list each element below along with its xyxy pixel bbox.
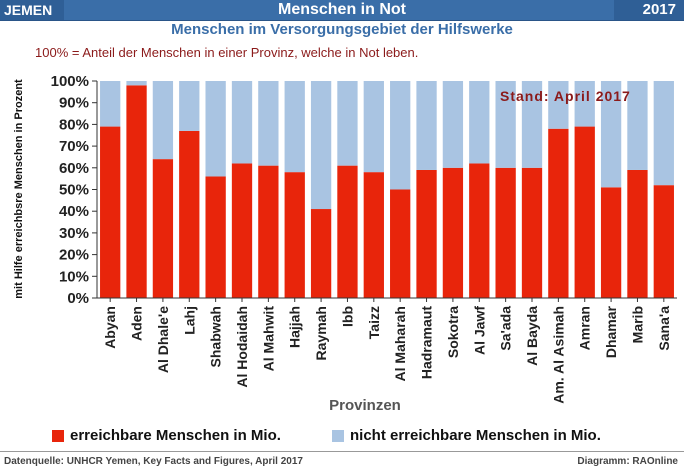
bar-reachable xyxy=(100,126,121,298)
chart-subtitle: Menschen im Versorgungsgebiet der Hilfsw… xyxy=(171,21,513,38)
header-title: Menschen in Not xyxy=(277,1,406,18)
x-tick-label: Sokotra xyxy=(445,306,461,358)
legend-swatch-unreachable xyxy=(332,429,344,442)
y-tick-label: 90% xyxy=(59,95,89,112)
y-tick-label: 30% xyxy=(59,225,89,242)
x-tick-label: Raymah xyxy=(313,306,329,360)
bar-unreachable xyxy=(469,81,490,164)
x-tick-label: Ibb xyxy=(339,306,355,327)
bar-reachable xyxy=(284,172,305,298)
x-tick-label: Al Hodaidah xyxy=(234,306,250,388)
bar-reachable xyxy=(231,163,253,298)
x-tick-label: Hadramaut xyxy=(419,306,435,379)
bar-reachable xyxy=(653,185,674,298)
x-axis-label: Provinzen xyxy=(329,397,401,414)
bar-unreachable xyxy=(258,81,279,166)
bar-unreachable xyxy=(574,81,595,127)
bar-reachable xyxy=(390,189,411,298)
x-tick-label: Dhamar xyxy=(603,305,619,358)
bar-unreachable xyxy=(416,81,437,170)
x-tick-label: Al Mahwit xyxy=(260,306,276,372)
header-bar: JEMEN Menschen in Not 2017 xyxy=(0,0,684,21)
stand-label: Stand: April 2017 xyxy=(500,88,631,104)
y-tick-label: 40% xyxy=(59,203,89,220)
legend-label-reachable: erreichbare Menschen in Mio. xyxy=(70,427,281,444)
x-tick-label: Shabwah xyxy=(208,306,224,367)
y-tick-label: 70% xyxy=(59,138,89,155)
x-tick-label: Al Maharah xyxy=(392,306,408,381)
y-tick-label: 60% xyxy=(59,160,89,177)
x-tick-label: Al Jawf xyxy=(471,306,487,355)
bar-unreachable xyxy=(442,81,464,168)
x-tick-label: Taizz xyxy=(366,306,382,339)
bar-reachable xyxy=(442,167,464,298)
header-year: 2017 xyxy=(614,0,684,20)
bar-unreachable xyxy=(548,81,569,129)
y-tick-label: 50% xyxy=(59,182,89,199)
legend-item-reachable: erreichbare Menschen in Mio. xyxy=(52,427,281,444)
legend-item-unreachable: nicht erreichbare Menschen in Mio. xyxy=(332,427,601,444)
x-tick-label: Sana'a xyxy=(656,306,672,351)
bar-unreachable xyxy=(231,81,253,164)
bar-unreachable xyxy=(337,81,358,166)
bar-reachable xyxy=(179,130,200,298)
bar-reachable xyxy=(574,126,595,298)
bar-reachable xyxy=(416,169,437,298)
country-label: JEMEN xyxy=(0,0,64,20)
bar-unreachable xyxy=(600,81,622,188)
bar-reachable xyxy=(258,165,279,298)
bar-unreachable xyxy=(100,81,121,127)
bar-reachable xyxy=(495,167,516,298)
x-tick-label: Abyan xyxy=(102,306,118,349)
y-tick-label: 80% xyxy=(59,116,89,133)
bar-reachable xyxy=(521,167,543,298)
y-tick-label: 10% xyxy=(59,268,89,285)
x-tick-label: Al Dhale'e xyxy=(155,306,171,373)
y-tick-label: 20% xyxy=(59,247,89,264)
x-tick-label: Marib xyxy=(629,306,645,343)
bar-reachable xyxy=(152,159,174,298)
bar-reachable xyxy=(126,85,147,298)
bar-reachable xyxy=(469,163,490,298)
bar-reachable xyxy=(205,176,226,298)
bar-unreachable xyxy=(126,81,147,86)
bar-unreachable xyxy=(310,81,332,210)
x-tick-label: Amran xyxy=(577,306,593,350)
bar-unreachable xyxy=(363,81,384,173)
bar-unreachable xyxy=(179,81,200,131)
x-tick-label: Lahj xyxy=(181,306,197,335)
x-tick-label: Sa'ada xyxy=(498,306,514,351)
bar-reachable xyxy=(337,165,358,298)
bar-reachable xyxy=(310,209,332,298)
bar-unreachable xyxy=(284,81,305,173)
bar-unreachable xyxy=(521,81,543,168)
bar-reachable xyxy=(600,187,622,298)
bar-reachable xyxy=(627,169,648,298)
bar-unreachable xyxy=(495,81,516,168)
y-tick-label: 100% xyxy=(51,73,89,90)
bar-unreachable xyxy=(627,81,648,170)
legend-label-unreachable: nicht erreichbare Menschen in Mio. xyxy=(350,427,601,444)
footer: Datenquelle: UNHCR Yemen, Key Facts and … xyxy=(0,451,684,470)
x-tick-label: Al Bayda xyxy=(524,306,540,366)
bar-unreachable xyxy=(152,81,174,160)
x-tick-label: Aden xyxy=(129,306,145,341)
y-tick-label: 0% xyxy=(67,290,89,307)
legend-swatch-reachable xyxy=(52,429,64,442)
credit-note: Diagramm: RAOnline xyxy=(577,456,678,467)
bar-unreachable xyxy=(390,81,411,190)
bar-reachable xyxy=(363,172,384,298)
x-tick-label: Am. Al Asimah xyxy=(550,306,566,404)
bar-unreachable xyxy=(205,81,226,177)
bar-unreachable xyxy=(653,81,674,186)
legend: erreichbare Menschen in Mio. nicht errei… xyxy=(0,427,684,447)
x-tick-label: Hajjah xyxy=(287,306,303,348)
source-note: Datenquelle: UNHCR Yemen, Key Facts and … xyxy=(4,456,303,467)
bar-reachable xyxy=(548,128,569,298)
chart-note: 100% = Anteil der Menschen in einer Prov… xyxy=(35,45,419,60)
